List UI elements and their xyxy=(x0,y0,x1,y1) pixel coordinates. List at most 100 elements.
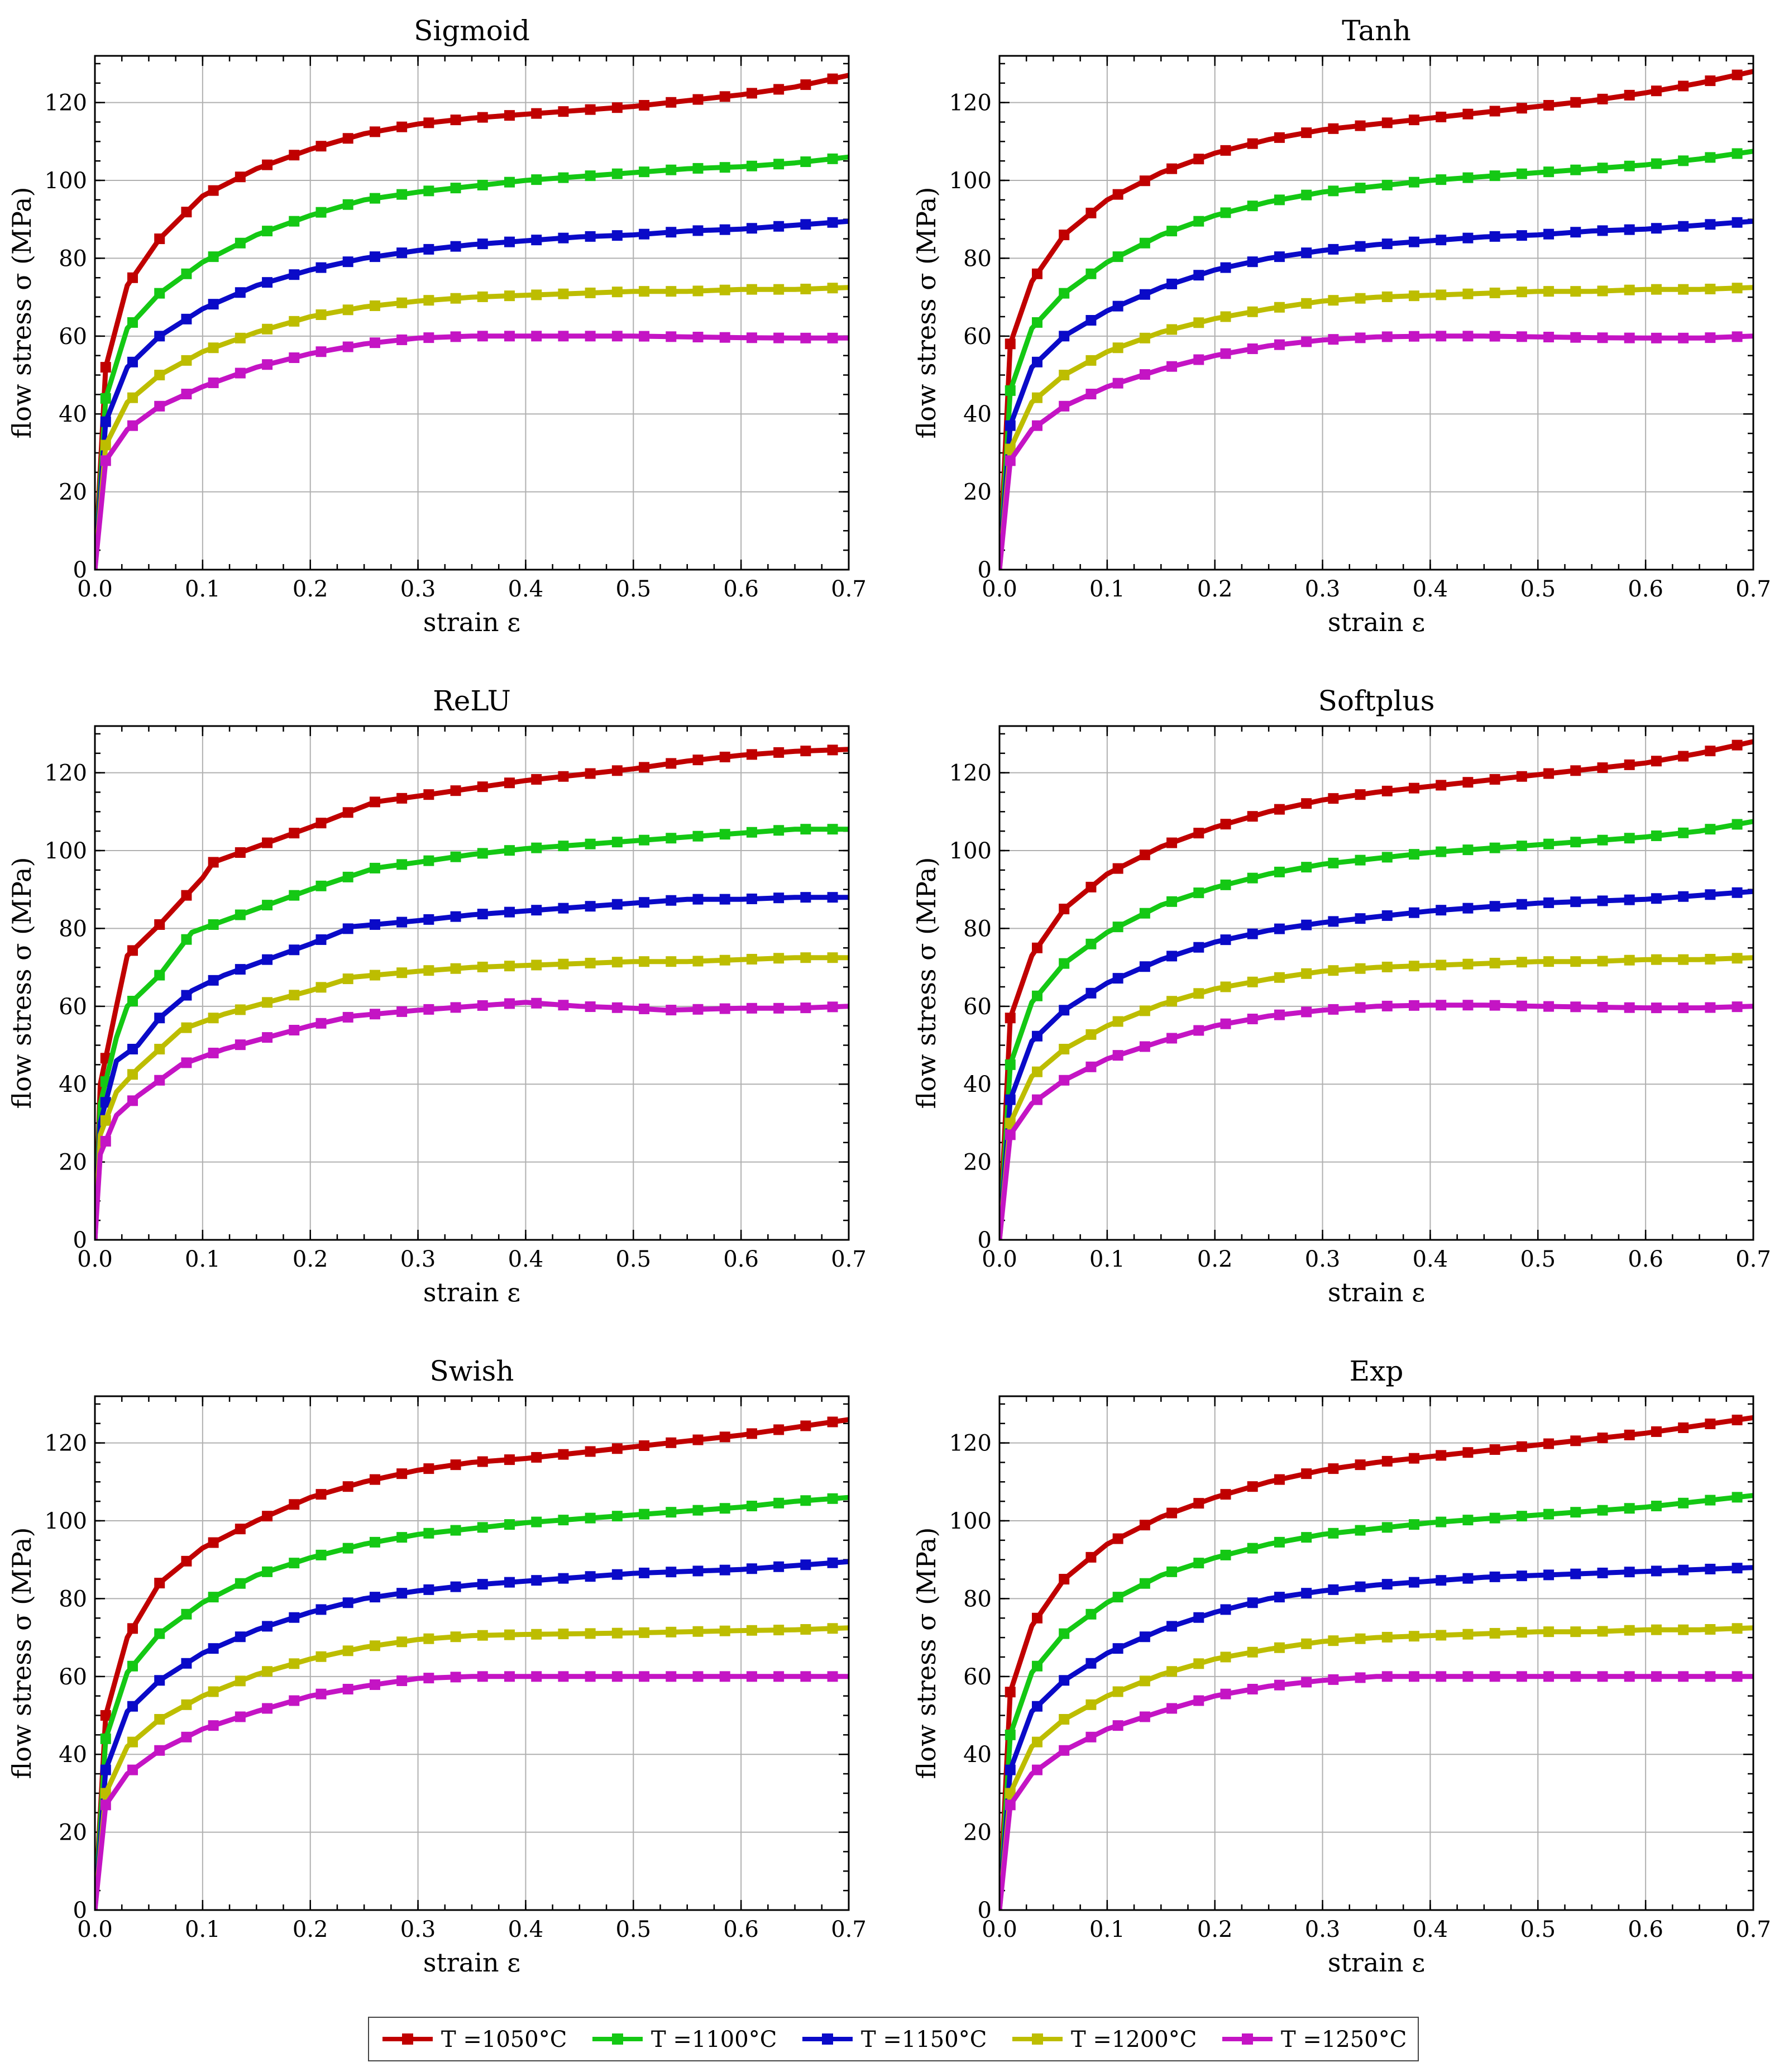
x-axis-label: strain ε xyxy=(1328,607,1425,637)
data-marker xyxy=(1247,976,1258,987)
data-marker xyxy=(504,110,515,121)
data-marker xyxy=(1193,1612,1204,1623)
data-marker xyxy=(746,1428,757,1439)
data-marker xyxy=(504,1577,515,1588)
data-marker xyxy=(127,1069,138,1080)
series-line-T=1250°C xyxy=(999,1674,1753,1910)
data-marker xyxy=(235,237,246,249)
data-marker xyxy=(369,1536,380,1548)
data-marker xyxy=(1220,311,1231,322)
data-marker xyxy=(1516,1671,1527,1682)
data-marker xyxy=(504,906,515,918)
data-marker xyxy=(1085,1731,1097,1742)
data-marker xyxy=(1678,284,1689,295)
data-marker xyxy=(611,331,623,342)
data-marker xyxy=(1301,798,1312,809)
series-group xyxy=(95,1416,849,1910)
data-marker xyxy=(1247,256,1258,268)
data-marker xyxy=(1489,1000,1500,1011)
data-marker xyxy=(450,963,461,974)
data-marker xyxy=(477,1000,488,1011)
data-marker xyxy=(1328,916,1339,927)
data-marker xyxy=(666,758,677,769)
data-marker xyxy=(1112,1720,1123,1731)
data-marker xyxy=(289,1025,300,1036)
data-marker xyxy=(208,857,219,868)
data-marker xyxy=(558,841,569,852)
data-marker xyxy=(1597,285,1608,297)
data-marker xyxy=(289,1612,300,1623)
data-marker xyxy=(773,1002,785,1014)
data-marker xyxy=(208,1643,219,1654)
data-marker xyxy=(719,1564,730,1576)
data-marker xyxy=(1112,863,1123,874)
data-marker xyxy=(1032,942,1042,953)
data-marker xyxy=(1516,103,1527,114)
series-line-T=1150°C xyxy=(999,218,1753,570)
data-marker xyxy=(262,1666,273,1677)
data-marker xyxy=(1436,780,1447,791)
data-marker xyxy=(1247,306,1258,317)
data-marker xyxy=(1381,1000,1393,1011)
data-marker xyxy=(1328,1527,1339,1539)
data-marker xyxy=(504,290,515,302)
data-marker xyxy=(154,970,165,981)
data-marker xyxy=(800,1624,811,1635)
data-marker xyxy=(1678,1671,1689,1682)
data-marker xyxy=(1085,987,1097,999)
data-marker xyxy=(1570,164,1581,175)
data-marker xyxy=(1705,283,1716,294)
data-marker xyxy=(692,285,704,297)
data-marker xyxy=(154,400,165,412)
data-marker xyxy=(1543,1626,1555,1637)
data-marker xyxy=(315,141,327,152)
data-marker xyxy=(450,1672,461,1683)
data-marker xyxy=(746,1501,757,1512)
data-marker xyxy=(1220,1549,1231,1560)
data-marker xyxy=(585,901,596,912)
data-marker xyxy=(1005,1788,1016,1799)
data-marker xyxy=(692,1434,704,1445)
data-marker xyxy=(423,1527,434,1539)
data-marker xyxy=(1732,953,1743,964)
data-marker xyxy=(692,1671,704,1682)
y-tick-label: 80 xyxy=(59,246,87,271)
legend-entry: T =1200°C xyxy=(1012,2027,1197,2052)
data-marker xyxy=(289,352,300,363)
data-marker xyxy=(1489,1512,1500,1524)
data-marker xyxy=(773,84,785,95)
data-marker xyxy=(1166,951,1178,962)
data-marker xyxy=(1705,746,1716,757)
data-marker xyxy=(1032,1612,1042,1624)
x-tick-label: 0.6 xyxy=(1628,576,1663,602)
data-marker xyxy=(1489,774,1500,785)
data-marker xyxy=(639,1567,650,1578)
data-marker xyxy=(127,1623,138,1634)
series-line-T=1050°C xyxy=(999,69,1753,570)
data-marker xyxy=(1624,160,1635,171)
data-marker xyxy=(1489,1627,1500,1639)
data-marker xyxy=(1516,957,1527,968)
data-marker xyxy=(692,1004,704,1015)
data-marker xyxy=(1732,1563,1743,1574)
data-marker xyxy=(585,1512,596,1524)
data-marker xyxy=(1570,1671,1581,1682)
plot-frame xyxy=(94,55,850,571)
data-marker xyxy=(1597,1505,1608,1516)
data-marker xyxy=(262,954,273,965)
data-marker xyxy=(1032,1736,1042,1748)
data-marker xyxy=(719,1003,730,1014)
y-tick-label: 0 xyxy=(978,1898,992,1923)
data-marker xyxy=(1166,1033,1178,1044)
data-marker xyxy=(1085,1699,1097,1710)
data-marker xyxy=(1328,1635,1339,1646)
data-marker xyxy=(1247,1481,1258,1492)
data-marker xyxy=(477,1630,488,1641)
data-marker xyxy=(1651,1002,1662,1014)
data-marker xyxy=(1381,852,1393,863)
data-marker xyxy=(369,1592,380,1603)
data-marker xyxy=(154,1013,165,1024)
data-marker xyxy=(1570,332,1581,343)
data-marker xyxy=(1705,75,1716,87)
y-tick-label: 40 xyxy=(59,402,87,427)
